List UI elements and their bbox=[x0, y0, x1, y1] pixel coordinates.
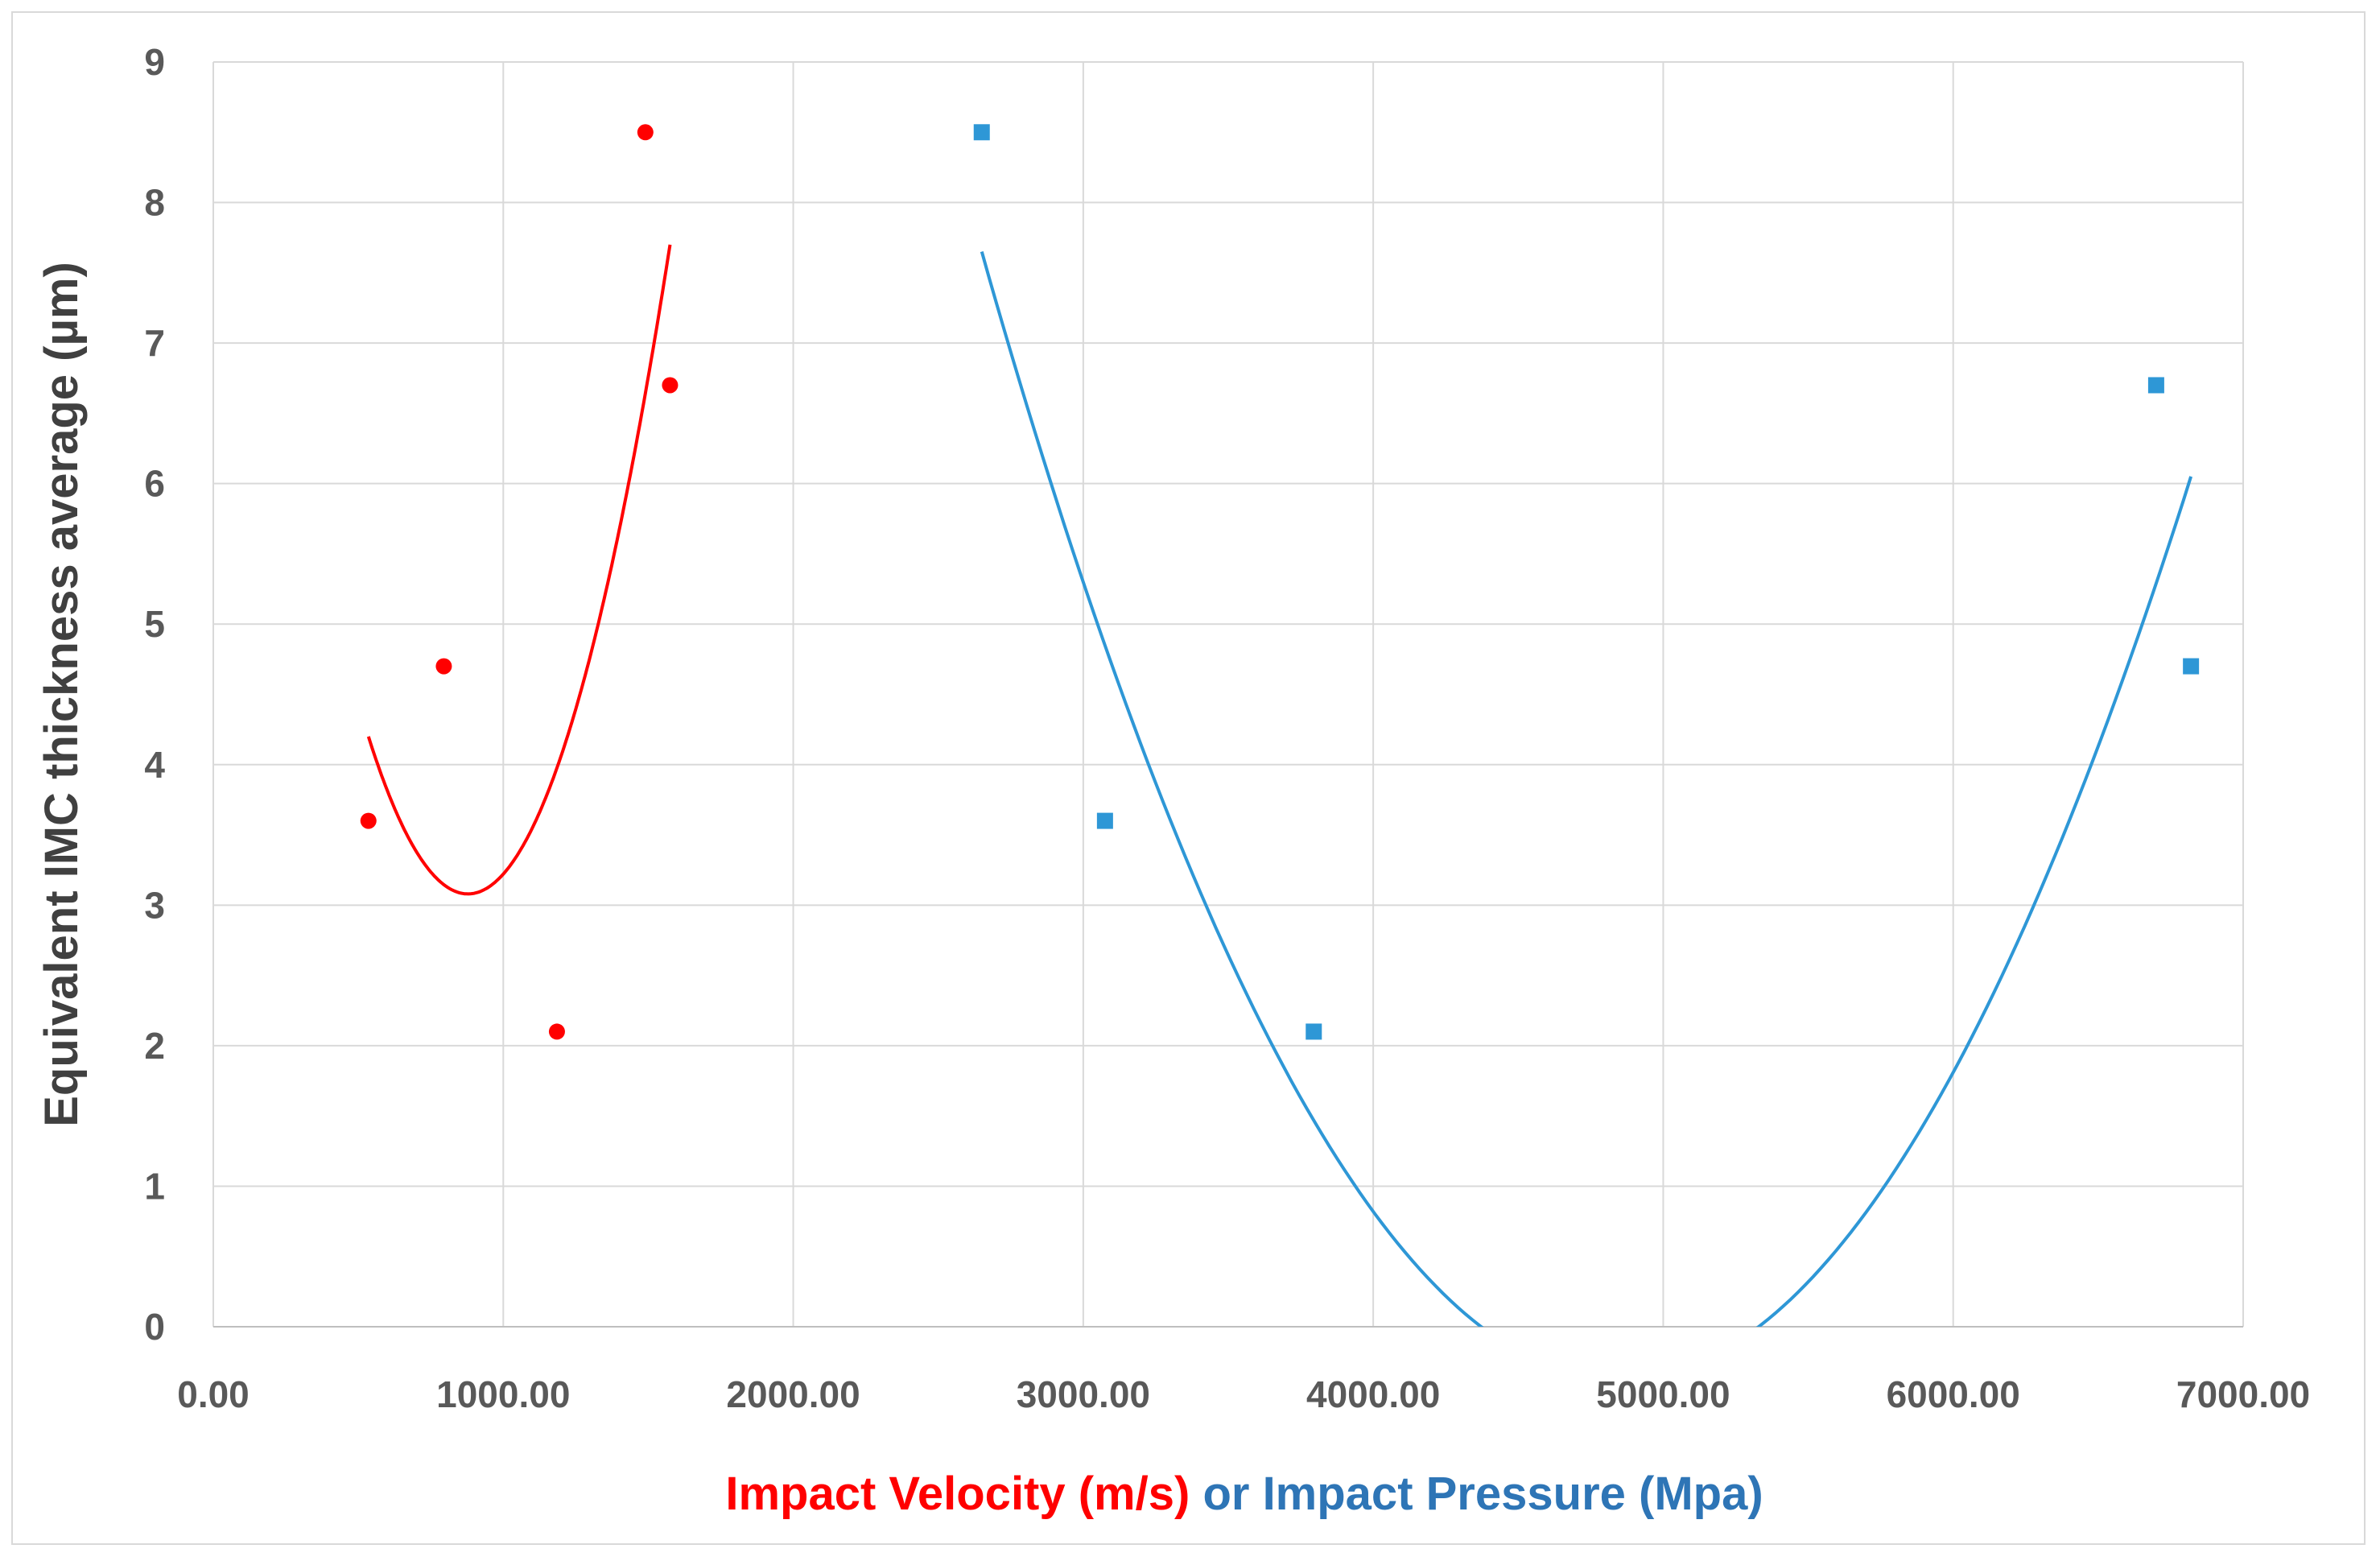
data-point[interactable] bbox=[435, 658, 452, 675]
y-tick-label: 8 bbox=[144, 182, 165, 224]
y-tick-label: 4 bbox=[144, 744, 165, 786]
x-tick-label: 6000.00 bbox=[1887, 1373, 2020, 1415]
x-axis-title-part: or bbox=[1190, 1468, 1262, 1520]
x-tick-label: 0.00 bbox=[177, 1373, 250, 1415]
data-point[interactable] bbox=[662, 377, 679, 394]
y-tick-label: 6 bbox=[144, 463, 165, 505]
x-tick-label: 5000.00 bbox=[1596, 1373, 1730, 1415]
x-tick-label: 7000.00 bbox=[2176, 1373, 2310, 1415]
x-tick-label: 3000.00 bbox=[1017, 1373, 1150, 1415]
chart-frame bbox=[11, 11, 2366, 1545]
data-point[interactable] bbox=[1096, 812, 1113, 829]
trendline bbox=[980, 251, 2193, 1327]
data-point[interactable] bbox=[2183, 658, 2200, 675]
data-point[interactable] bbox=[973, 124, 990, 141]
y-tick-label: 7 bbox=[144, 322, 165, 364]
y-tick-label: 9 bbox=[144, 41, 165, 83]
y-tick-label: 5 bbox=[144, 603, 165, 645]
y-tick-label: 3 bbox=[144, 884, 165, 926]
y-tick-label: 1 bbox=[144, 1165, 165, 1207]
data-point[interactable] bbox=[360, 812, 377, 829]
y-tick-label: 2 bbox=[144, 1025, 165, 1067]
x-axis-title-part: Impact Pressure (Mpa) bbox=[1263, 1468, 1763, 1520]
data-point[interactable] bbox=[548, 1023, 565, 1040]
y-axis-title: Equivalent IMC thickness average (µm) bbox=[35, 262, 88, 1127]
data-point[interactable] bbox=[637, 124, 654, 141]
x-tick-label: 2000.00 bbox=[726, 1373, 860, 1415]
y-tick-label: 0 bbox=[144, 1306, 165, 1348]
data-point[interactable] bbox=[1305, 1023, 1322, 1040]
x-tick-label: 1000.00 bbox=[436, 1373, 570, 1415]
x-tick-label: 4000.00 bbox=[1306, 1373, 1440, 1415]
x-axis-title-part: Impact Velocity (m/s) bbox=[725, 1468, 1190, 1520]
x-axis-title: Impact Velocity (m/s) or Impact Pressure… bbox=[725, 1468, 1763, 1520]
data-point[interactable] bbox=[2147, 377, 2164, 394]
trendline bbox=[366, 244, 672, 896]
